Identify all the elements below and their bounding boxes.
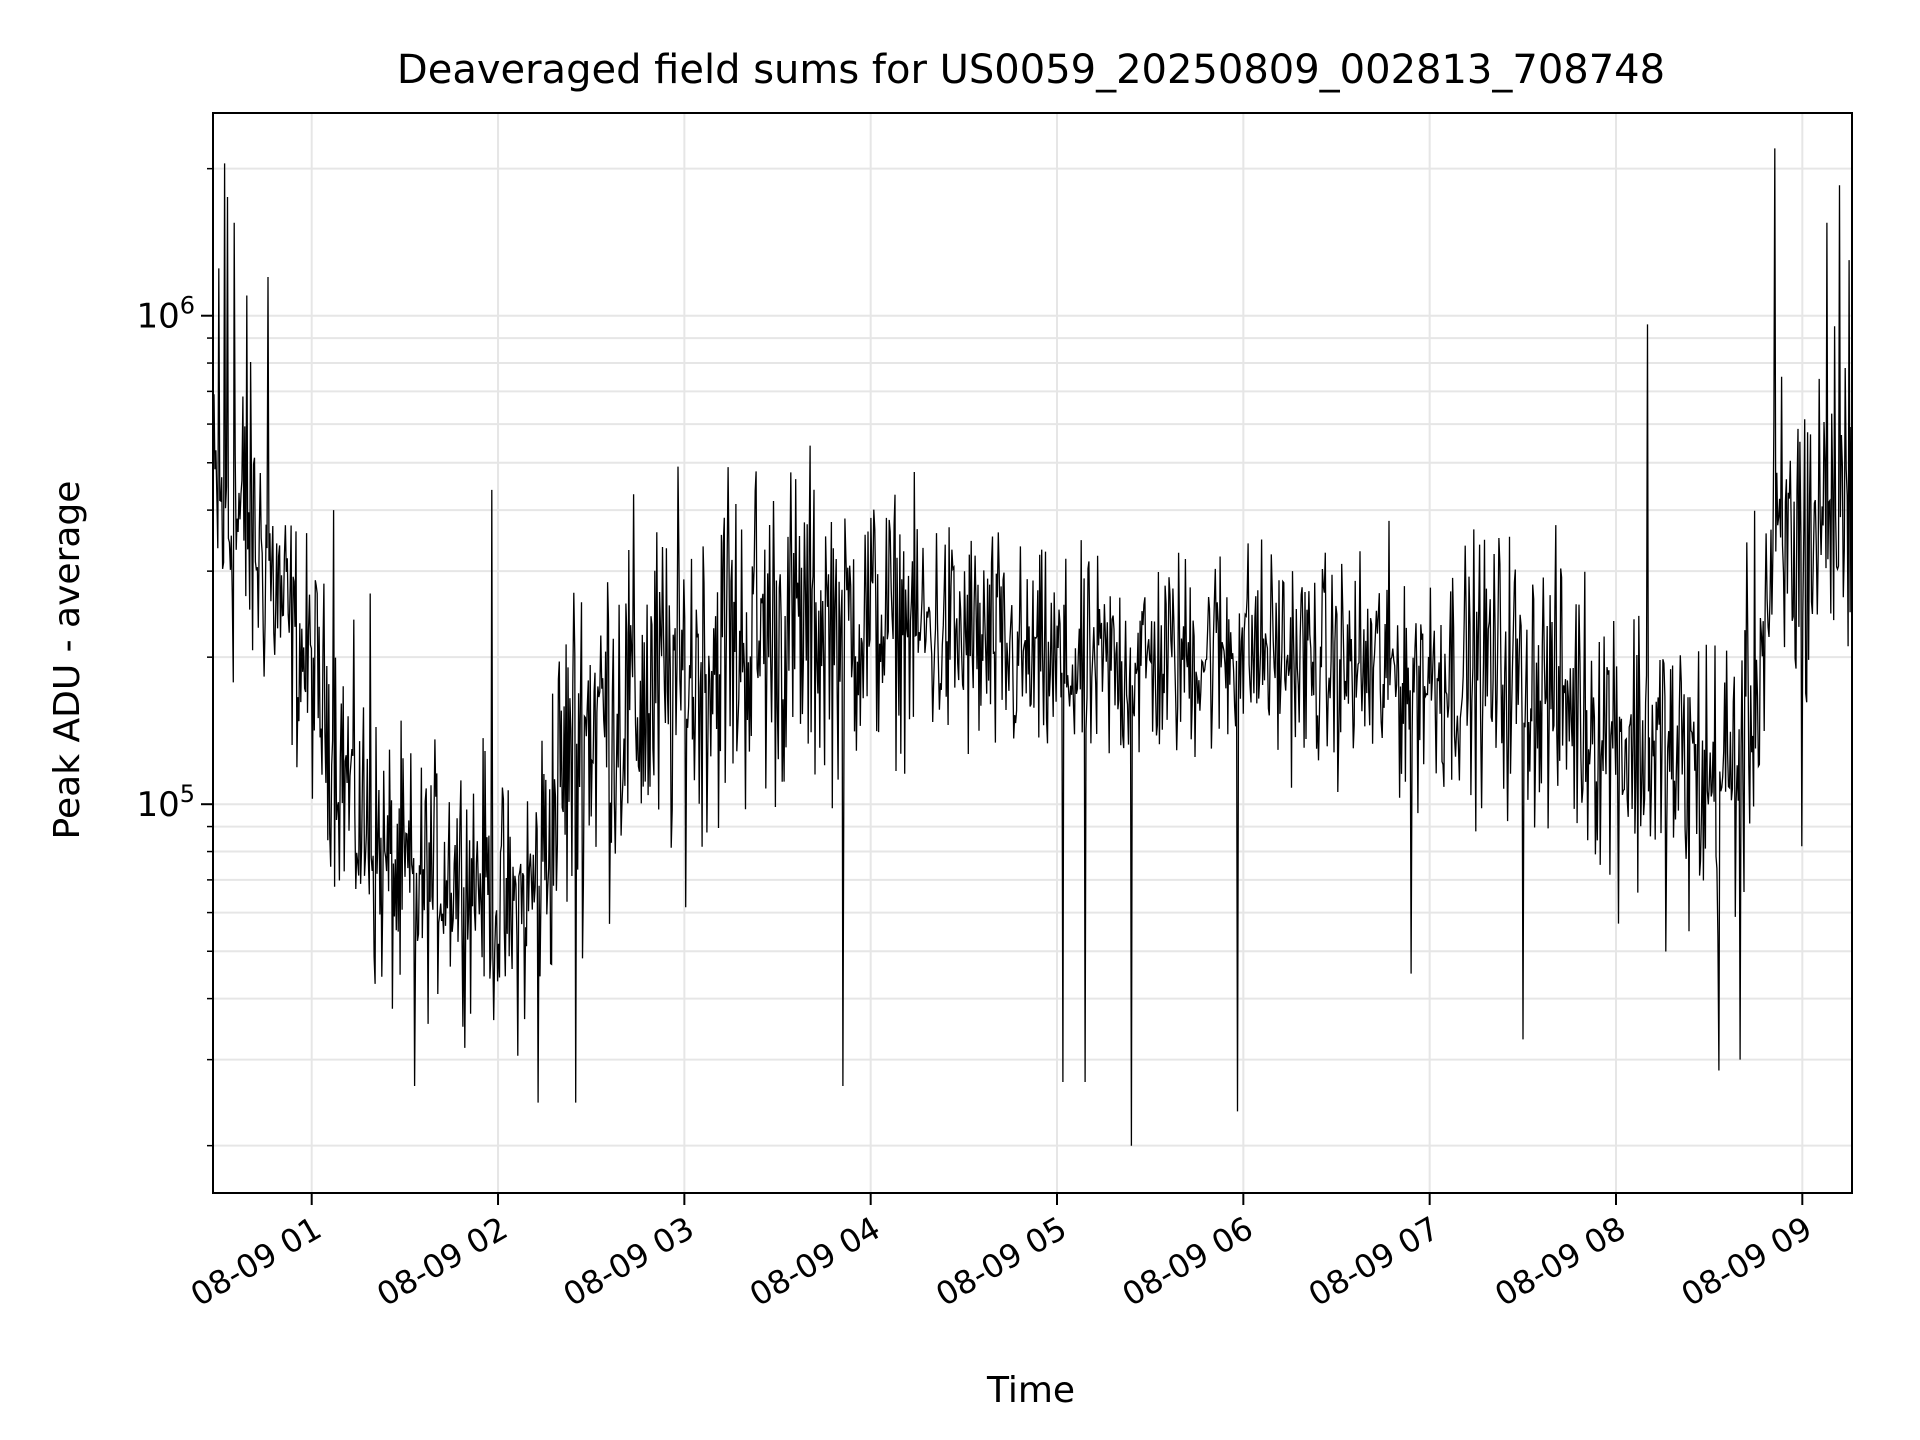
y-tick-base: 10 [136, 785, 179, 825]
chart-title: Deaveraged field sums for US0059_2025080… [397, 47, 1665, 93]
y-axis-label: Peak ADU - average [47, 481, 88, 840]
y-tick-label: 105 [136, 780, 195, 825]
y-tick-base: 10 [136, 297, 179, 337]
y-tick-label: 106 [136, 292, 195, 337]
grid [213, 113, 1852, 1193]
y-tick-exponent: 5 [180, 780, 195, 808]
y-tick-exponent: 6 [180, 292, 195, 320]
plot-frame [212, 112, 1853, 1194]
x-axis-label: Time [986, 1370, 1075, 1411]
series-line [212, 148, 1853, 1146]
data-series [212, 148, 1853, 1146]
